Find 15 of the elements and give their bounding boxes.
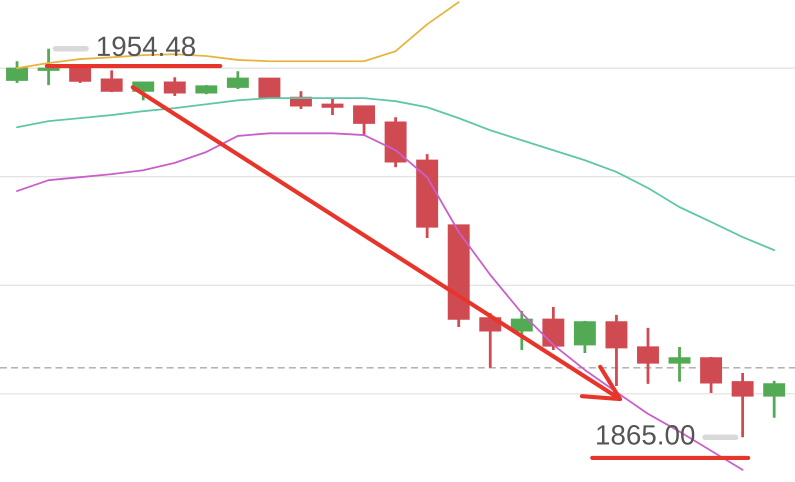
candlestick [353, 104, 376, 138]
annotation: 1954.48 [98, 36, 196, 56]
candlestick [6, 60, 28, 84]
candlestick [668, 346, 690, 384]
candlestick [69, 66, 92, 84]
candlestick [763, 379, 786, 420]
candlestick [164, 76, 186, 98]
candlestick [195, 84, 218, 96]
candlestick [322, 96, 344, 116]
candlestick [732, 372, 754, 439]
candlestick [258, 78, 280, 98]
candlestick [574, 320, 596, 354]
candlestick [637, 326, 659, 386]
candlestick [226, 70, 249, 90]
candlestick [100, 68, 123, 94]
